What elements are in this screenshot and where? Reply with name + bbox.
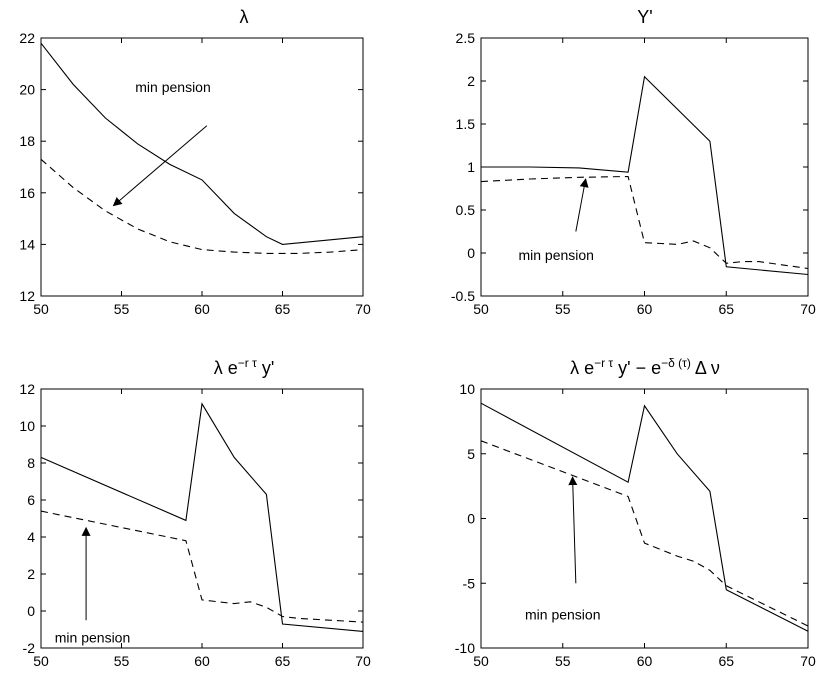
series-line-solid xyxy=(40,402,364,632)
series-line-solid xyxy=(480,402,809,632)
x-tick-label: 55 xyxy=(555,301,571,317)
x-tick-label: 70 xyxy=(800,653,816,669)
x-tick-label: 65 xyxy=(718,301,734,317)
series-line-dashed xyxy=(40,510,364,623)
annotation-label: min pension xyxy=(518,247,594,263)
title-tail-2: Δ ν xyxy=(691,358,720,378)
y-tick-label: 14 xyxy=(19,236,35,252)
x-tick-label: 60 xyxy=(194,301,210,317)
y-tick-label: 0 xyxy=(467,245,475,261)
title-tail: y' xyxy=(257,358,274,378)
panel-y-prime: Y' 50 55 60 65 70 -0.5 0 0.5 1 1.5 2 2.5 min pension xyxy=(451,7,816,317)
x-tick-label: 55 xyxy=(114,653,130,669)
series-line-dashed xyxy=(40,158,364,254)
title-superscript: −r τ xyxy=(594,356,613,370)
panel-title: λ xyxy=(240,7,249,27)
y-tick-label: 8 xyxy=(27,455,35,471)
panel-title: Y' xyxy=(637,7,652,27)
series-line-solid xyxy=(481,75,809,276)
y-tick-label: 0.5 xyxy=(456,202,476,218)
x-tick-label: 50 xyxy=(473,653,489,669)
x-tick-label: 50 xyxy=(33,301,49,317)
y-tick-label: 0 xyxy=(27,603,35,619)
panel-title: λ e−r τ y' − e−δ (τ) Δ ν xyxy=(570,356,720,378)
axes-frame xyxy=(40,37,364,297)
y-tick-label: 1.5 xyxy=(456,116,476,132)
y-tick-label: 1 xyxy=(467,159,475,175)
y-tick-label: 12 xyxy=(19,381,35,397)
x-tick-label: 50 xyxy=(473,301,489,317)
series-line-dashed xyxy=(480,175,809,270)
y-tick-label: 16 xyxy=(19,185,35,201)
y-tick-label: 4 xyxy=(27,529,35,545)
x-tick-label: 65 xyxy=(275,653,291,669)
title-main: λ e xyxy=(570,358,594,378)
y-tick-label: 0 xyxy=(467,511,475,527)
x-tick-label: 70 xyxy=(355,301,371,317)
y-tick-label: 12 xyxy=(19,288,35,304)
x-tick-label: 60 xyxy=(637,301,653,317)
y-tick-label: -2 xyxy=(23,640,36,656)
y-tick-label: -10 xyxy=(455,640,475,656)
y-tick-label: 2 xyxy=(27,566,35,582)
y-tick-label: 18 xyxy=(19,133,35,149)
x-tick-label: 50 xyxy=(33,653,49,669)
title-superscript: −r τ xyxy=(238,356,257,370)
y-tick-label: 10 xyxy=(459,381,475,397)
x-tick-label: 60 xyxy=(194,653,210,669)
annotation-arrow xyxy=(568,476,578,584)
series-line-solid xyxy=(40,42,364,245)
y-tick-label: 5 xyxy=(467,446,475,462)
panel-title: λ e−r τ y' xyxy=(214,356,275,378)
x-tick-label: 70 xyxy=(800,301,816,317)
x-tick-label: 55 xyxy=(114,301,130,317)
annotation-label: min pension xyxy=(55,629,131,645)
axes-frame xyxy=(40,388,364,649)
y-tick-label: 10 xyxy=(19,418,35,434)
title-superscript-2: −δ (τ) xyxy=(661,356,691,370)
panel-lambda-discounted: λ e−r τ y' 50 55 60 65 70 -2 0 2 4 6 8 10 12 min pens… xyxy=(19,356,371,669)
y-tick-label: 6 xyxy=(27,492,35,508)
title-tail: y' − e xyxy=(613,358,661,378)
x-tick-label: 65 xyxy=(275,301,291,317)
y-tick-label: -5 xyxy=(463,575,476,591)
y-tick-label: 2.5 xyxy=(456,30,476,46)
y-tick-label: 2 xyxy=(467,73,475,89)
y-tick-label: -0.5 xyxy=(451,288,475,304)
title-main: λ e xyxy=(214,358,238,378)
annotation-label: min pension xyxy=(525,607,601,623)
x-tick-label: 60 xyxy=(637,653,653,669)
annotation-label: min pension xyxy=(135,79,211,95)
panel-lambda-minus-pension: λ e−r τ y' − e−δ (τ) Δ ν 50 55 60 65 70-10-5… xyxy=(455,356,816,669)
annotation-arrow xyxy=(575,178,589,232)
y-tick-label: 22 xyxy=(19,30,35,46)
x-tick-label: 55 xyxy=(555,653,571,669)
annotation-arrow xyxy=(112,125,208,207)
x-tick-label: 65 xyxy=(718,653,734,669)
y-tick-label: 20 xyxy=(19,82,35,98)
series-line-dashed xyxy=(480,440,809,627)
x-tick-label: 70 xyxy=(355,653,371,669)
panel-lambda: λ 50 55 60 65 70 12 14 16 18 20 22 min pension xyxy=(19,7,371,317)
